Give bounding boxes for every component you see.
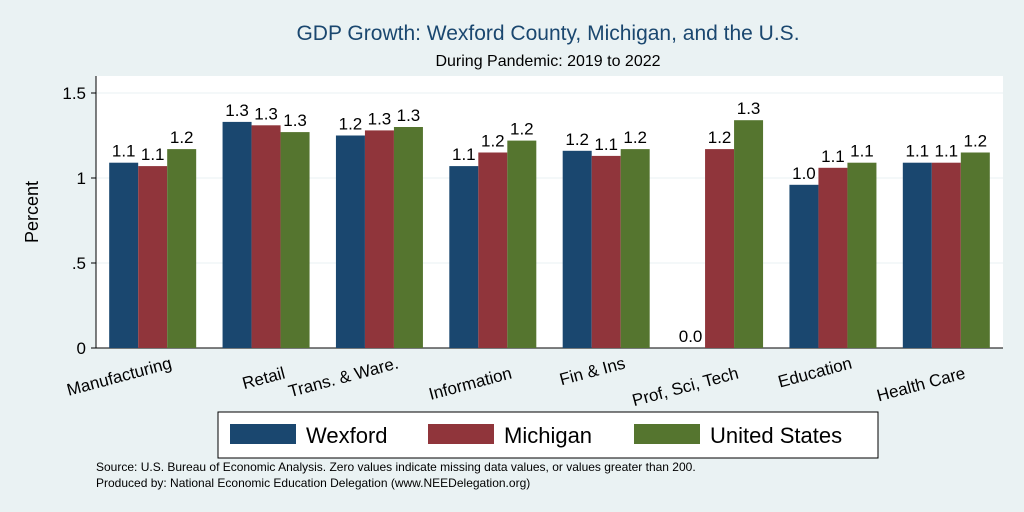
bars-group: [109, 120, 990, 349]
x-tick-label: Health Care: [875, 364, 968, 406]
y-axis-label: Percent: [22, 181, 42, 243]
bar: [449, 166, 479, 348]
bar: [393, 127, 423, 348]
bar: [167, 149, 197, 348]
bar-value-label: 1.3: [225, 101, 249, 120]
bar: [847, 162, 877, 348]
bar: [960, 152, 990, 348]
bar-value-label: 1.1: [934, 142, 958, 161]
bar: [251, 125, 281, 348]
bar: [902, 162, 932, 348]
bar: [818, 167, 848, 348]
bar-value-label: 1.2: [565, 130, 589, 149]
bar: [620, 149, 650, 348]
y-axis-ticks: 0 .5 1 1.5: [62, 84, 96, 358]
bar-value-label: 1.3: [254, 104, 278, 123]
legend-swatch: [428, 424, 494, 444]
bar-value-label: 1.3: [368, 109, 392, 128]
bar: [138, 166, 168, 348]
y-tick-label: 0: [77, 339, 86, 358]
bar: [591, 155, 621, 348]
chart-title: GDP Growth: Wexford County, Michigan, an…: [296, 22, 799, 45]
legend-label: Michigan: [504, 423, 592, 448]
x-tick-label: Fin & Ins: [557, 354, 627, 390]
bar-value-label: 1.1: [452, 145, 476, 164]
bar-value-label: 1.2: [510, 120, 534, 139]
legend-label: United States: [710, 423, 842, 448]
x-tick-label: Trans. & Ware.: [286, 354, 400, 402]
bar-value-label: 0.0: [679, 327, 703, 346]
bar-value-label: 1.1: [850, 142, 874, 161]
bar: [364, 130, 394, 348]
bar-value-label: 1.3: [737, 99, 761, 118]
x-tick-label: Manufacturing: [65, 354, 174, 400]
bar-value-label: 1.0: [792, 164, 816, 183]
x-tick-label: Education: [776, 354, 854, 392]
bar: [109, 162, 139, 348]
bar-value-label: 1.2: [481, 132, 505, 151]
bar: [734, 120, 764, 348]
bar: [280, 132, 310, 348]
bar-value-label: 1.1: [112, 142, 136, 161]
legend-box: [217, 411, 879, 459]
legend: Wexford Michigan United States: [230, 423, 842, 448]
bar: [335, 135, 365, 348]
y-tick-label: 1: [77, 169, 86, 188]
x-tick-label: Information: [427, 364, 514, 404]
chart-subtitle: During Pandemic: 2019 to 2022: [435, 53, 660, 70]
source-note: Source: U.S. Bureau of Economic Analysis…: [96, 460, 696, 474]
bar-value-label: 1.2: [170, 128, 194, 147]
x-tick-label: Retail: [240, 364, 287, 394]
bar: [507, 140, 537, 348]
bar-value-label: 1.2: [963, 132, 987, 151]
bar-value-label: 1.1: [594, 135, 618, 154]
y-tick-label: 1.5: [62, 84, 86, 103]
y-tick-label: .5: [72, 254, 86, 273]
bar-value-label: 1.1: [821, 147, 845, 166]
x-tick-label: Prof, Sci, Tech: [630, 364, 740, 411]
bar: [478, 152, 508, 348]
bar-value-label: 1.2: [623, 128, 647, 147]
produced-note: Produced by: National Economic Education…: [96, 476, 530, 490]
bar-value-label: 1.3: [283, 111, 307, 130]
bar-value-label: 1.2: [708, 128, 732, 147]
bar-value-label: 1.1: [141, 145, 165, 164]
bar-value-label: 1.1: [905, 142, 929, 161]
value-labels-group: 1.1 1.1 1.2 1.3 1.3 1.3 1.2 1.3 1.3 1.1 1.2 1.2 1.2 1…: [112, 99, 987, 346]
bar-value-label: 1.3: [397, 106, 421, 125]
bar: [789, 184, 819, 348]
legend-label: Wexford: [306, 423, 388, 448]
bar: [562, 150, 592, 348]
bar: [931, 162, 961, 348]
bar: [705, 149, 735, 348]
category-labels-group: Manufacturing Retail Trans. & Ware. Informa…: [65, 354, 968, 411]
legend-swatch: [634, 424, 700, 444]
legend-swatch: [230, 424, 296, 444]
bar-value-label: 1.2: [339, 115, 363, 134]
bar: [222, 121, 252, 349]
